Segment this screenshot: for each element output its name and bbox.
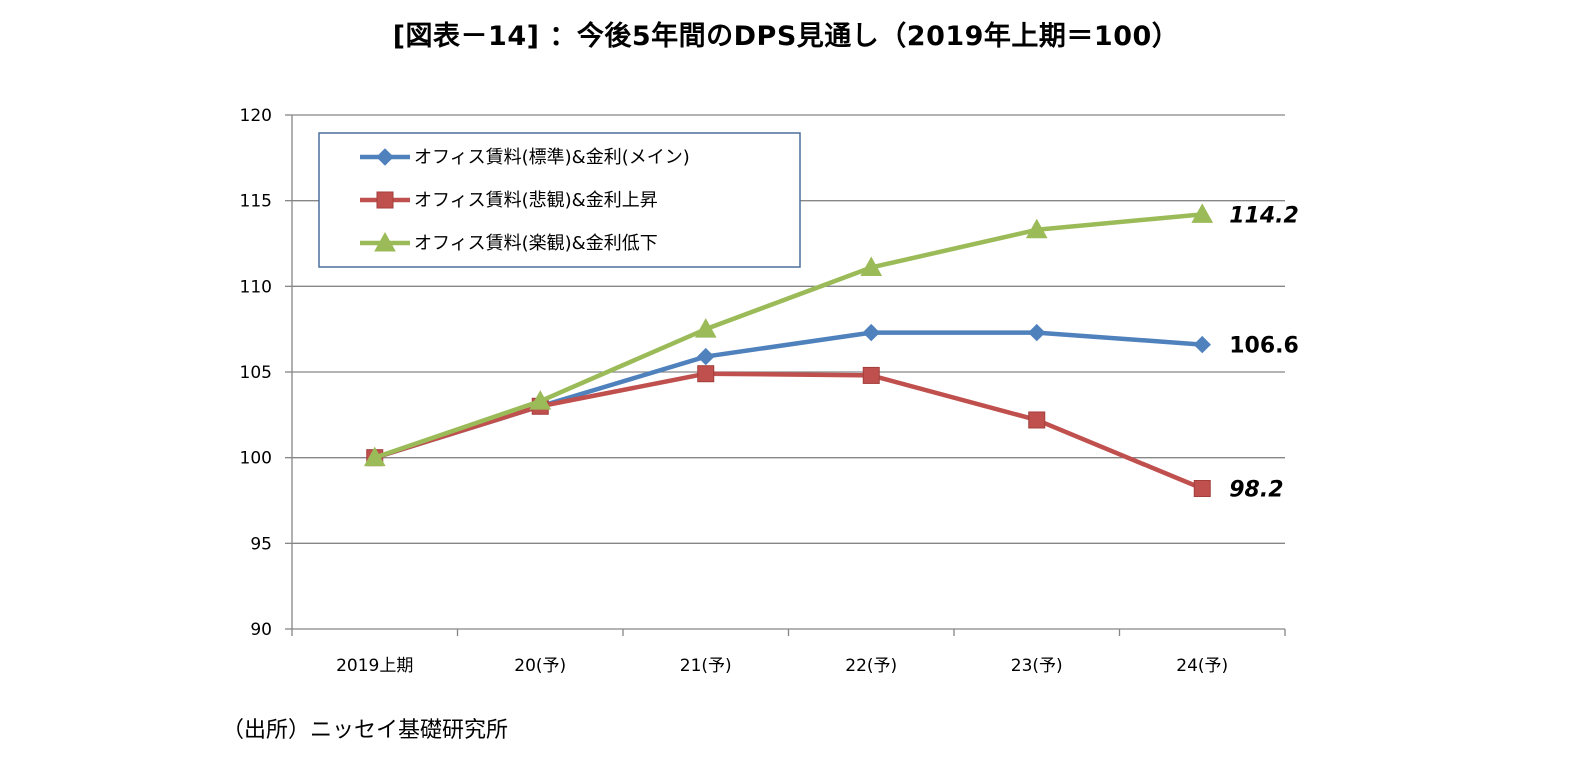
legend-label: オフィス賃料(悲観)&金利上昇: [414, 190, 658, 211]
data-point: [1028, 411, 1046, 429]
data-point: [697, 365, 715, 383]
legend: オフィス賃料(標準)&金利(メイン) オフィス賃料(悲観)&金利上昇オフィス賃料(…: [318, 132, 801, 268]
end-value-label: 114.2: [1229, 203, 1299, 228]
series-2: [363, 203, 1214, 467]
x-tick-label: 21(予): [680, 656, 732, 676]
series-1: [366, 365, 1211, 498]
series-group: [363, 203, 1214, 498]
data-point: [1028, 323, 1046, 342]
data-point: [862, 323, 880, 342]
y-tick-label: 100: [240, 449, 272, 469]
x-tick-label: 22(予): [845, 656, 897, 676]
y-tick-label: 120: [240, 106, 272, 126]
legend-label: オフィス賃料(標準)&金利(メイン): [414, 147, 690, 168]
data-point: [1025, 218, 1048, 239]
end-value-label: 106.6: [1229, 334, 1299, 359]
series-line: [374, 371, 1204, 491]
source-note: （出所）ニッセイ基礎研究所: [222, 718, 509, 743]
y-tick-label: 115: [240, 192, 272, 212]
y-tick-label: 95: [250, 534, 272, 554]
x-tick-label: 2019上期: [336, 656, 413, 676]
y-tick-label: 105: [240, 363, 272, 383]
series-line: [374, 212, 1203, 460]
gridlines: [292, 114, 1285, 544]
data-point: [1193, 335, 1211, 354]
data-point: [862, 366, 880, 384]
y-tick-label: 90: [250, 620, 272, 640]
x-tick-label: 24(予): [1176, 656, 1228, 676]
legend-marker: [376, 191, 394, 209]
data-point: [529, 390, 552, 410]
y-tick-label: 110: [240, 277, 272, 297]
data-point: [363, 446, 386, 467]
series-0: [366, 323, 1211, 467]
chart-title: [図表－14] ：今後5年間のDPS見通し（2019年上期＝100）: [392, 21, 1180, 52]
end-value-label: 98.2: [1229, 478, 1283, 503]
x-tick-label: 20(予): [514, 656, 566, 676]
data-point: [1193, 480, 1211, 498]
data-point: [860, 256, 883, 276]
legend-marker: [374, 231, 396, 252]
data-point: [1191, 203, 1214, 223]
data-point: [694, 318, 717, 338]
axes: 90 95 100 105 110 115 120 2019上期 20(予) 21(予) 22(予)…: [240, 106, 1286, 676]
data-point: [697, 347, 715, 366]
legend-marker: [376, 148, 394, 166]
end-labels: 106.6 98.2 114.2: [1229, 203, 1299, 502]
x-tick-label: 23(予): [1011, 656, 1063, 676]
legend-label: オフィス賃料(楽観)&金利低下: [414, 233, 658, 254]
